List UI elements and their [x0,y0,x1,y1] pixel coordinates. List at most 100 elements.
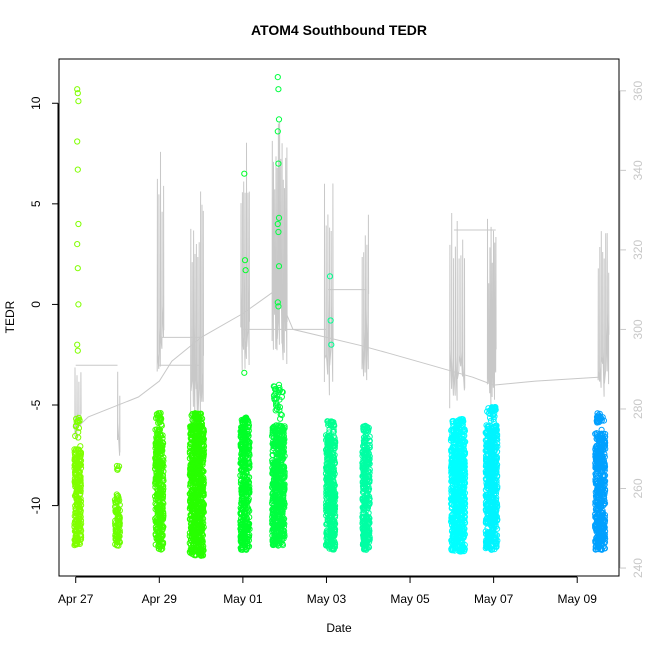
data-point [240,514,247,522]
data-point [189,471,196,478]
data-point [244,431,251,438]
data-point [245,479,252,487]
data-point [187,489,195,496]
data-point [280,503,287,510]
data-point [198,441,206,448]
y2-tick-label: 300 [631,319,645,339]
data-point [77,485,84,492]
data-point [280,495,287,502]
y2-tick-label: 340 [631,160,645,180]
data-point [191,426,199,433]
data-point [112,498,119,505]
x-tick-label: Apr 27 [58,592,94,606]
data-point [112,541,119,548]
data-point [240,497,247,504]
y-axis-label: TEDR [3,300,17,333]
data-point [189,547,196,554]
data-point [155,542,162,550]
y-tick-label: -5 [29,399,43,410]
data-point [200,455,207,462]
data-point [187,511,194,519]
secondary-trace-spikes [240,142,250,371]
y2-tick-label: 320 [631,240,645,260]
data-point [115,494,122,501]
x-axis-label: Date [326,621,352,635]
y2-tick-label: 280 [631,399,645,419]
outlier-point [75,301,82,308]
data-point [196,468,203,475]
outlier-point [74,341,81,348]
data-point [157,484,164,491]
data-point [75,429,82,436]
data-point [239,471,246,478]
data-point [76,476,83,483]
scatter-points-layer [71,74,609,559]
data-point [241,415,248,423]
data-point [198,550,205,557]
data-point [187,429,195,436]
data-point [76,540,84,548]
data-point [74,494,81,502]
data-point [73,488,80,496]
data-point [113,493,121,500]
data-point [192,410,199,417]
x-tick-label: May 07 [474,592,514,606]
data-point [192,503,199,510]
secondary-trace-spikes [486,218,497,409]
data-point [270,467,277,474]
data-point [241,537,248,544]
point-cluster [447,416,469,555]
data-point [269,433,276,440]
data-point [74,517,81,524]
x-tick-label: May 05 [390,592,430,606]
data-point [199,459,206,466]
data-point [241,526,248,534]
data-point [243,546,250,553]
data-point [197,510,204,517]
plot-frame [58,58,620,577]
data-point [197,487,204,495]
data-point [246,463,253,471]
data-point [77,461,84,468]
data-point [238,444,245,451]
data-point [240,517,247,525]
outlier-point [75,220,82,228]
data-point [193,537,200,545]
data-point [273,541,280,548]
data-point [245,419,252,426]
data-point [153,411,160,418]
secondary-trace-spikes [117,371,121,456]
data-point [269,457,276,464]
data-point [272,488,279,495]
data-point [192,414,199,421]
data-point [198,541,205,549]
data-point [200,451,207,458]
outlier-point [74,90,81,97]
secondary-trace-spikes [597,231,610,397]
data-point [159,495,166,502]
data-point [240,487,247,494]
data-point [154,446,161,453]
data-point [239,480,246,487]
x-tick-label: Apr 29 [142,592,178,606]
point-cluster [482,404,501,553]
data-point [199,430,207,438]
data-point [278,456,285,463]
outlier-point [74,265,81,272]
data-point [160,457,167,464]
data-point [189,502,196,509]
data-point [241,418,248,425]
data-point [112,526,120,533]
data-point [156,529,163,537]
data-point [153,454,160,461]
data-point [159,525,166,532]
data-point [271,532,278,539]
y2-tick-label: 240 [631,558,645,578]
data-point [198,503,205,510]
data-point [198,422,205,430]
data-point [75,425,83,432]
data-point [157,535,164,542]
outlier-point [274,74,281,81]
